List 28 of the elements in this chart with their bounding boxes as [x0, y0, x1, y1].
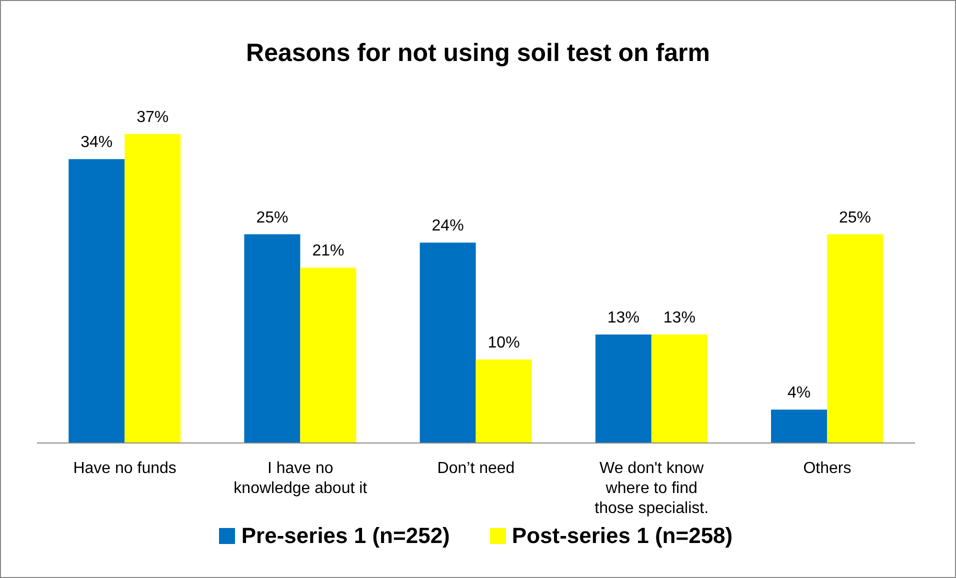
x-tick-label: Have no funds — [73, 460, 176, 477]
bar — [595, 334, 652, 443]
legend-label: Post-series 1 (n=258) — [512, 523, 733, 549]
data-label: 25% — [256, 209, 288, 226]
bar — [827, 234, 884, 443]
bar — [300, 268, 356, 443]
data-label: 34% — [80, 134, 113, 152]
data-label: 24% — [432, 218, 464, 235]
x-tick-label: Others — [803, 460, 852, 477]
bar — [476, 360, 532, 443]
data-label: 25% — [838, 209, 872, 226]
data-label: 37% — [136, 109, 169, 126]
bar — [124, 134, 181, 443]
data-label: 21% — [312, 242, 344, 260]
bar — [420, 242, 476, 443]
chart-title: Reasons for not using soil test on farm — [245, 39, 711, 69]
bar — [68, 159, 125, 443]
data-label: 13% — [663, 309, 696, 326]
data-label: 10% — [488, 334, 520, 352]
x-tick-label: Don’t need — [437, 460, 515, 477]
bar — [771, 410, 828, 443]
x-tick-label: I have no knowledge about it — [234, 460, 368, 497]
bar — [244, 234, 300, 443]
data-label: 13% — [607, 309, 640, 326]
data-label: 4% — [787, 384, 811, 402]
bar — [651, 334, 708, 443]
legend-label: Pre-series 1 (n=252) — [241, 523, 450, 549]
x-tick-label: We don't know where to find those specialist. — [594, 460, 709, 517]
